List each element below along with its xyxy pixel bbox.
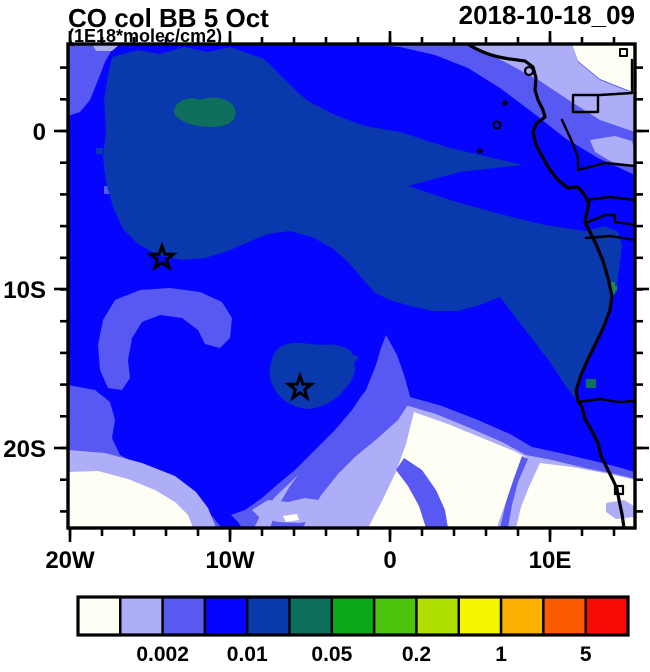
- colorbar-cell-orangered: [542, 595, 587, 637]
- contour-region-bottomleft-white: [68, 471, 193, 528]
- island-marker-square: [619, 48, 628, 57]
- contour-region-blue-tongue: [186, 476, 242, 528]
- lon-label: 0: [383, 547, 396, 574]
- colorbar-cell-blue: [203, 595, 249, 637]
- contour-region-ne-lavender: [468, 44, 635, 132]
- contour-region-white-speck: [283, 514, 299, 522]
- latitude-axis-labels: 0 10S 20S: [3, 119, 46, 463]
- colorbar-cell-navy: [246, 595, 291, 637]
- colorbar-cell-teal: [288, 595, 334, 637]
- contour-region-main-plume-navy: [103, 47, 622, 401]
- contour-speck: [96, 148, 103, 154]
- contour-region-crescent-violet: [98, 288, 232, 390]
- contour-speck: [128, 122, 135, 128]
- plot-title: CO col BB 5 Oct: [68, 3, 269, 33]
- station-markers: [146, 241, 316, 402]
- contour-region-bottomcenter-lavender: [252, 498, 374, 523]
- contour-region-wedge-streak-violet: [396, 458, 448, 528]
- station-star-south: [284, 371, 316, 402]
- colorbar-cell-orange: [499, 595, 545, 637]
- lon-label: 10W: [205, 547, 255, 574]
- contour-region-teal-max: [174, 97, 236, 127]
- contour-region-topleft-lavender: [92, 44, 120, 51]
- island-sao-tome: [492, 120, 502, 130]
- colorbar-tick-label: 5: [580, 643, 592, 666]
- colorbar-labels: 0.002 0.01 0.05 0.2 1 5: [136, 643, 592, 666]
- colorbar: [76, 595, 630, 637]
- contour-region-wedge-stripe-violet: [500, 456, 528, 528]
- lon-label: 20W: [45, 547, 95, 574]
- contour-region-white-wedge-b: [516, 463, 635, 528]
- colorbar-tick-label: 0.05: [311, 643, 352, 666]
- colorbar-cell-green: [330, 595, 376, 637]
- island-principe: [502, 100, 508, 106]
- colorbar-outline: [76, 595, 630, 637]
- border-congo-drc: [584, 195, 637, 202]
- map-frame: [66, 42, 637, 530]
- colorbar-cell-yellowgreen: [415, 595, 460, 637]
- contour-region-south-blob-navy: [269, 342, 359, 409]
- colorbar-cell-yellow: [457, 595, 503, 637]
- colorbar-tick-label: 0.002: [136, 643, 189, 666]
- colorbar-cell-violet: [161, 595, 207, 637]
- contour-region-coastal-teal-spot: [586, 379, 596, 388]
- island-annobon: [477, 148, 483, 154]
- coast-square-feature: [613, 484, 625, 496]
- colorbar-tick-label: 1: [495, 643, 507, 666]
- lat-label: 10S: [3, 277, 46, 304]
- coastline-borders-layer: [466, 42, 637, 530]
- contour-region-swath-violet: [270, 335, 411, 528]
- contour-region-inland-lavender: [590, 136, 635, 166]
- map-plot-area: [68, 44, 635, 528]
- border-gabon-congo: [560, 118, 637, 172]
- contour-region-white-wedge-a: [368, 412, 526, 528]
- lon-label: 10E: [529, 547, 572, 574]
- lat-label: 20S: [3, 436, 46, 463]
- colorbar-cell-white: [76, 595, 122, 637]
- border-angola-namibia: [577, 397, 637, 404]
- colorbar-cell-lavender: [119, 595, 164, 637]
- island-bioko: [523, 65, 535, 77]
- colorbar-tick-label: 0.2: [402, 643, 431, 666]
- plot-units-label: (1E18*molec/cm2): [68, 26, 222, 46]
- contour-speck: [140, 133, 146, 139]
- africa-coastline: [466, 42, 626, 530]
- contour-region-topleft-violet: [68, 44, 115, 116]
- lat-label: 0: [33, 119, 46, 146]
- plot-timestamp: 2018-10-18_09: [459, 0, 635, 30]
- colorbar-cell-green2: [372, 595, 418, 637]
- colorbar-cell-red: [584, 595, 630, 637]
- longitude-axis-labels: 20W 10W 0 10E: [45, 547, 571, 574]
- colorbar-tick-label: 0.01: [227, 643, 268, 666]
- border-cabinda: [584, 213, 637, 242]
- border-cameroon-2n: [571, 58, 634, 114]
- station-star-north: [146, 241, 178, 272]
